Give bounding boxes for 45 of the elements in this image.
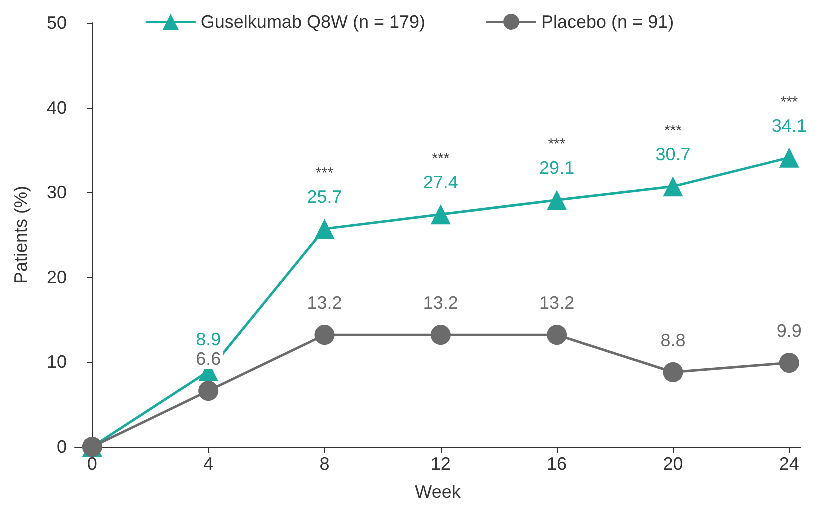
point	[430, 325, 451, 346]
y-axis-title: Patients (%)	[11, 186, 31, 284]
legend-label: Guselkumab Q8W (n = 179)	[200, 12, 426, 32]
data-label: 30.7	[656, 144, 691, 165]
x-tick-label: 16	[547, 454, 568, 474]
point	[779, 148, 800, 168]
y-tick-label: 50	[46, 13, 67, 33]
y-tick-label: 30	[46, 182, 67, 203]
point	[430, 204, 451, 225]
annotation: ***	[432, 150, 450, 168]
data-label: 27.4	[423, 172, 458, 193]
annotation: ***	[664, 122, 682, 140]
x-tick-label: 20	[663, 454, 684, 474]
x-tick-label: 12	[430, 454, 451, 474]
annotation: ***	[780, 94, 798, 111]
data-label: 13.2	[540, 293, 575, 314]
y-tick-label: 40	[46, 98, 67, 118]
point	[547, 325, 568, 346]
legend-label: Placebo (n = 91)	[542, 12, 674, 32]
data-label: 34.1	[772, 116, 807, 136]
annotation: ***	[316, 165, 334, 182]
point	[547, 190, 568, 210]
data-label: 25.7	[307, 187, 342, 208]
point	[779, 353, 800, 374]
annotation: ***	[548, 136, 566, 154]
data-label: 13.2	[307, 293, 342, 314]
y-tick-label: 0	[56, 437, 67, 457]
x-tick-label: 0	[87, 454, 98, 474]
data-label: 6.6	[196, 349, 222, 370]
point	[663, 176, 684, 197]
point	[314, 219, 335, 240]
y-tick-label: 10	[46, 352, 67, 372]
x-tick-label: 8	[320, 454, 330, 474]
data-label: 8.9	[196, 330, 222, 350]
data-label: 13.2	[423, 293, 458, 314]
data-label: 9.9	[776, 321, 802, 342]
x-axis-title: Week	[415, 482, 462, 502]
x-tick-label: 4	[204, 454, 214, 474]
point	[663, 362, 684, 382]
y-tick-label: 20	[46, 267, 67, 288]
point	[314, 325, 335, 346]
data-label: 29.1	[540, 158, 575, 178]
data-label: 8.8	[660, 330, 686, 350]
point	[198, 381, 219, 402]
x-tick-label: 24	[779, 454, 800, 474]
